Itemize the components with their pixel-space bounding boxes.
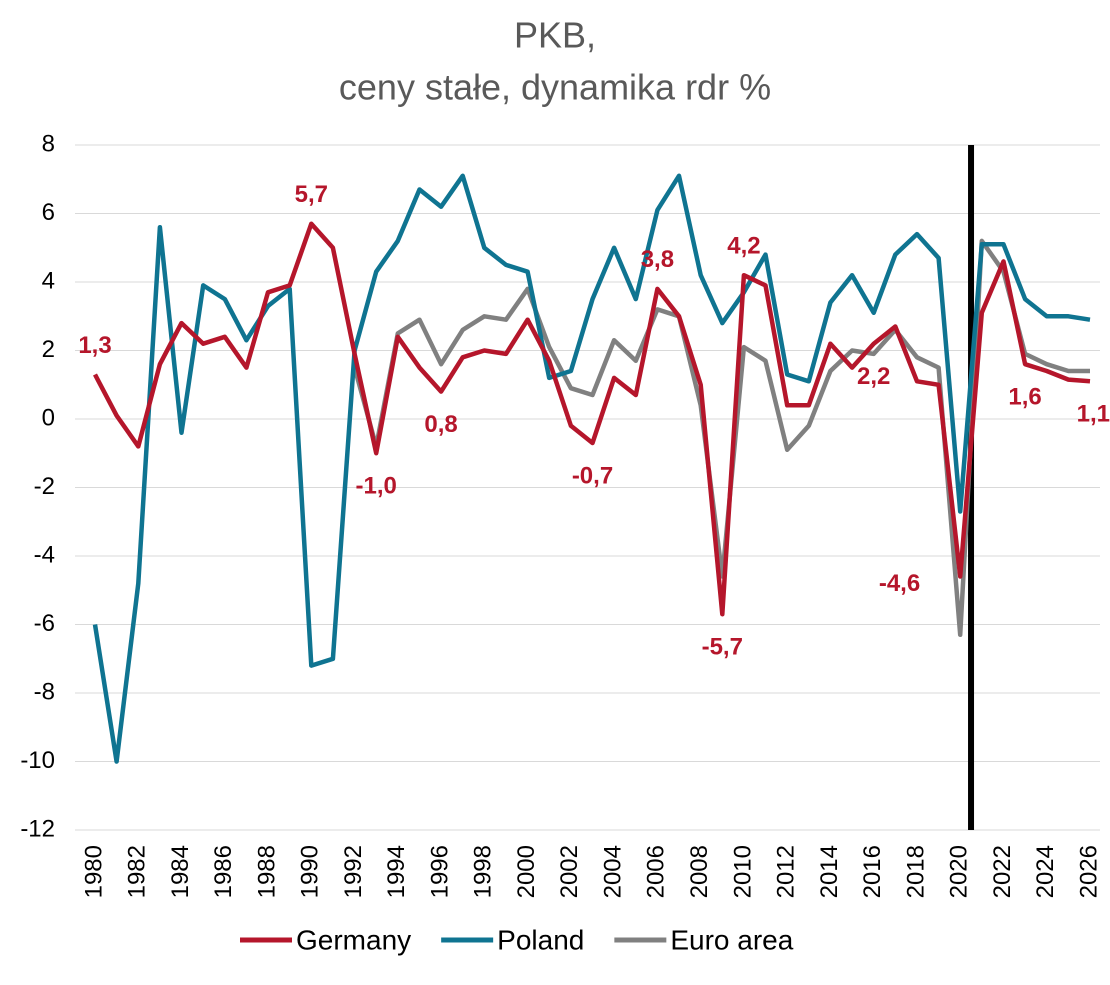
x-tick-label: 2010 [729, 845, 756, 898]
x-tick-label: 1988 [253, 845, 280, 898]
y-tick-label: -6 [34, 610, 55, 637]
legend-label: Poland [497, 924, 584, 955]
data-label: -5,7 [702, 634, 743, 661]
chart-title: PKB, [514, 15, 596, 56]
x-tick-label: 1980 [80, 845, 107, 898]
y-tick-label: 0 [42, 404, 55, 431]
x-tick-label: 2022 [989, 845, 1016, 898]
y-tick-label: 2 [42, 336, 55, 363]
x-tick-label: 2016 [859, 845, 886, 898]
x-tick-label: 2012 [773, 845, 800, 898]
data-label: 2,2 [857, 363, 890, 390]
x-tick-label: 1984 [167, 845, 194, 898]
y-tick-label: 6 [42, 199, 55, 226]
chart-title: ceny stałe, dynamika rdr % [339, 67, 771, 108]
x-tick-label: 2026 [1075, 845, 1102, 898]
data-label: 0,8 [424, 411, 457, 438]
x-tick-label: 2000 [513, 845, 540, 898]
y-tick-label: 8 [42, 130, 55, 157]
series-line [352, 238, 1090, 638]
x-tick-label: 1994 [383, 845, 410, 898]
x-tick-label: 1996 [426, 845, 453, 898]
legend-label: Euro area [670, 924, 793, 955]
x-tick-label: 1990 [297, 845, 324, 898]
x-tick-label: 1986 [210, 845, 237, 898]
y-tick-label: -2 [34, 473, 55, 500]
x-tick-label: 2006 [643, 845, 670, 898]
x-tick-label: 2014 [816, 845, 843, 898]
y-tick-label: -10 [20, 747, 55, 774]
y-tick-label: -8 [34, 678, 55, 705]
data-label: -1,0 [356, 473, 397, 500]
x-tick-label: 2004 [599, 845, 626, 898]
y-tick-label: -12 [20, 815, 55, 842]
x-tick-label: 2024 [1032, 845, 1059, 898]
data-label: 1,3 [78, 332, 111, 359]
data-label: -4,6 [879, 570, 920, 597]
x-tick-label: 2018 [902, 845, 929, 898]
x-tick-label: 2020 [946, 845, 973, 898]
x-tick-label: 2002 [556, 845, 583, 898]
legend-label: Germany [296, 924, 411, 955]
x-tick-label: 1998 [470, 845, 497, 898]
data-label: -0,7 [572, 462, 613, 489]
x-tick-label: 1982 [124, 845, 151, 898]
x-tick-label: 1992 [340, 845, 367, 898]
x-tick-label: 2008 [686, 845, 713, 898]
data-label: 1,1 [1077, 401, 1110, 428]
series-line [93, 221, 1091, 617]
data-label: 4,2 [727, 232, 760, 259]
data-label: 5,7 [295, 181, 328, 208]
legend: Germany Poland Euro area [240, 924, 794, 955]
y-tick-label: 4 [42, 267, 55, 294]
data-label: 1,6 [1008, 384, 1041, 411]
y-tick-label: -4 [34, 541, 55, 568]
data-label: 3,8 [641, 246, 674, 273]
